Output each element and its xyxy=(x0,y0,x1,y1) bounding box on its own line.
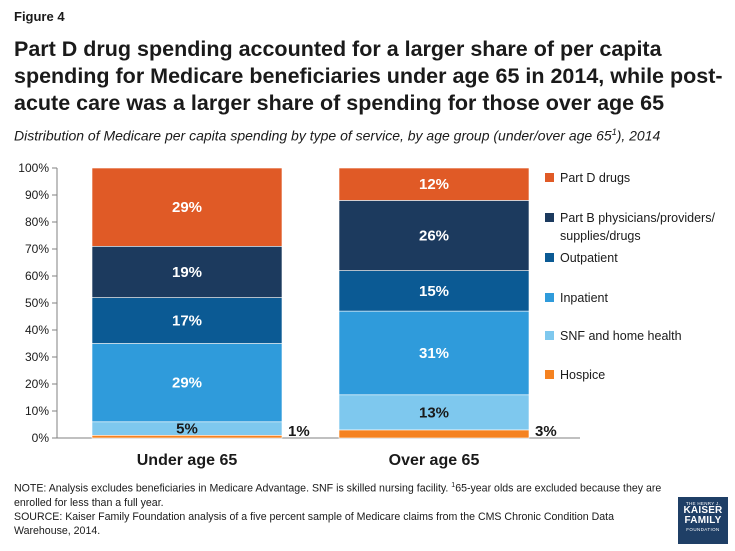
legend-label: Hospice xyxy=(560,368,605,382)
bar-segment xyxy=(91,167,283,247)
data-label: 19% xyxy=(172,264,202,281)
logo-line-4: FOUNDATION xyxy=(686,527,720,532)
legend-swatch xyxy=(545,370,554,379)
bar-segment xyxy=(338,394,530,431)
note-text: NOTE: Analysis excludes beneficiaries in… xyxy=(14,479,664,510)
legend-swatch xyxy=(545,173,554,182)
y-tick-label: 50% xyxy=(25,296,49,310)
data-label: 31% xyxy=(419,345,449,362)
kff-logo: THE HENRY J. KAISER FAMILY FOUNDATION xyxy=(678,497,728,544)
data-label: 17% xyxy=(172,313,202,330)
category-label: Over age 65 xyxy=(389,452,480,469)
subtitle-text: Distribution of Medicare per capita spen… xyxy=(14,127,612,144)
logo-line-1: THE HENRY J. xyxy=(685,501,721,506)
y-tick-label: 20% xyxy=(25,377,49,391)
category-label: Under age 65 xyxy=(137,452,238,469)
y-tick-label: 30% xyxy=(25,350,49,364)
y-tick-label: 80% xyxy=(25,215,49,229)
bar-segment xyxy=(338,167,530,201)
data-label: 3% xyxy=(535,423,557,440)
y-tick-label: 70% xyxy=(25,242,49,256)
chart-subtitle: Distribution of Medicare per capita spen… xyxy=(14,127,726,144)
legend-swatch xyxy=(545,253,554,262)
legend-label: supplies/drugs xyxy=(560,229,641,243)
note-rest: 65-year olds are excluded because they a… xyxy=(14,482,662,509)
legend-label: Part B physicians/providers/ xyxy=(560,211,715,225)
bar-segment xyxy=(338,200,530,271)
chart-title: Part D drug spending accounted for a lar… xyxy=(14,37,723,115)
bar-segment xyxy=(338,270,530,312)
y-tick-label: 90% xyxy=(25,188,49,202)
y-tick-label: 10% xyxy=(25,404,49,418)
legend-label: Part D drugs xyxy=(560,171,630,185)
data-label: 29% xyxy=(172,375,202,392)
legend-label: Inpatient xyxy=(560,291,608,305)
note-main: NOTE: Analysis excludes beneficiaries in… xyxy=(14,482,452,495)
legend-swatch xyxy=(545,293,554,302)
logo-line-2: KAISER xyxy=(683,505,723,516)
figure-label: Figure 4 xyxy=(14,9,65,24)
legend-swatch xyxy=(545,213,554,222)
source-text: SOURCE: Kaiser Family Foundation analysi… xyxy=(14,510,614,537)
data-label: 13% xyxy=(419,404,449,421)
stacked-bar-chart: 0% 10% 20% 30% 40% 50% 60% 70% 80% 90% 100% 1% 5% 29%… xyxy=(18,161,715,469)
subtitle-footnote-marker: 1 xyxy=(611,127,617,137)
bar-segment xyxy=(338,429,530,439)
subtitle-text-end: ), 2014 xyxy=(616,127,661,144)
data-label: 1% xyxy=(288,423,310,440)
notes-block: NOTE: Analysis excludes beneficiaries in… xyxy=(14,479,664,538)
legend-swatch xyxy=(545,331,554,340)
data-label: 15% xyxy=(419,283,449,300)
y-tick-label: 0% xyxy=(32,431,50,445)
data-label: 12% xyxy=(419,176,449,193)
legend-label: SNF and home health xyxy=(560,329,682,343)
note-footnote-marker: 1 xyxy=(451,482,456,489)
y-tick-label: 60% xyxy=(25,269,49,283)
y-tick-label: 100% xyxy=(18,161,49,175)
logo-line-3: FAMILY xyxy=(684,515,722,526)
legend-label: Outpatient xyxy=(560,251,618,265)
data-label: 5% xyxy=(176,421,198,438)
bar-segment xyxy=(338,310,530,396)
data-label: 29% xyxy=(172,199,202,216)
data-label: 26% xyxy=(419,228,449,245)
y-tick-label: 40% xyxy=(25,323,49,337)
